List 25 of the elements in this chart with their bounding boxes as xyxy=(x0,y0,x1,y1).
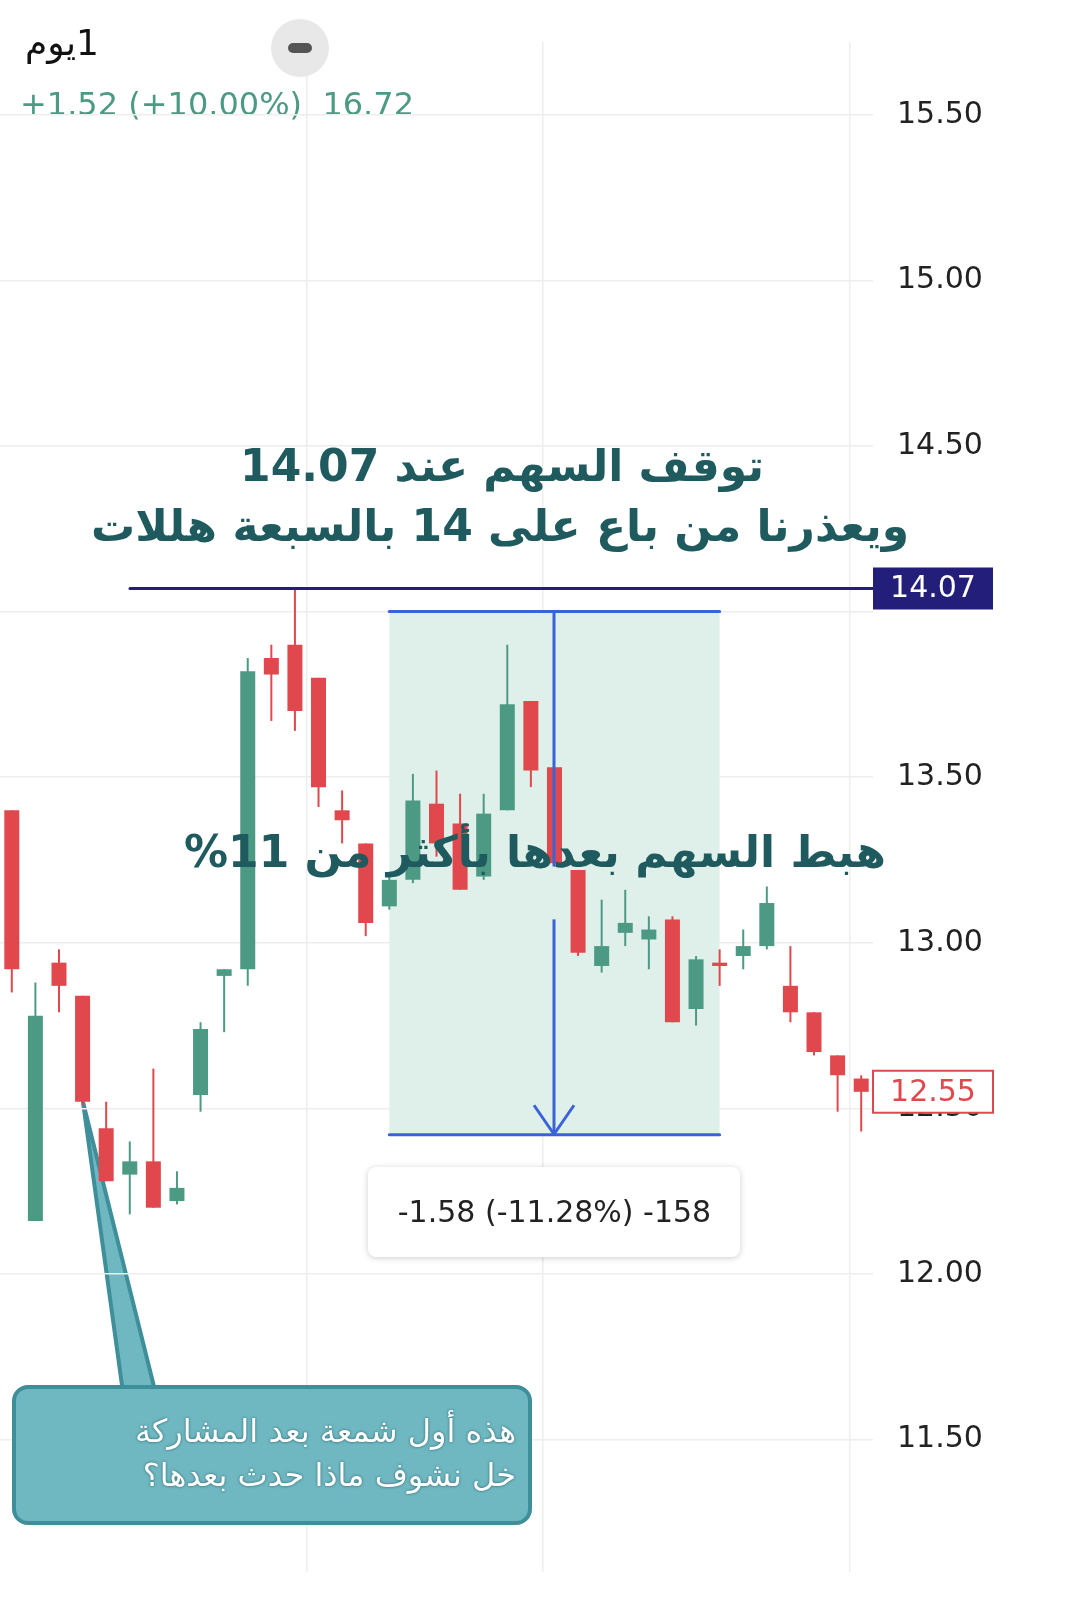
chart-title: 1يوم xyxy=(25,22,99,63)
candlestick xyxy=(712,948,728,987)
y-tick-label: 12.00 xyxy=(897,1253,983,1289)
ref-line-label: 14.07 xyxy=(890,569,976,605)
annotation: ويعذرنا من باع على 14 بالسبعة هللات xyxy=(90,500,910,551)
candlestick xyxy=(122,1140,138,1216)
y-tick-label: 15.00 xyxy=(897,260,983,296)
candlestick xyxy=(853,1074,869,1133)
candlestick xyxy=(263,643,279,722)
annotation: توقف السهم عند 14.07 xyxy=(240,440,764,491)
candlestick xyxy=(830,1054,846,1113)
candlestick xyxy=(51,948,67,1014)
y-tick-label: 11.50 xyxy=(897,1419,983,1455)
candlestick xyxy=(594,898,610,974)
candlestick xyxy=(735,928,751,971)
y-tick-label: 13.00 xyxy=(897,922,983,958)
candlestick xyxy=(169,1170,185,1206)
y-tick-label: 13.50 xyxy=(897,756,983,792)
text: 12.55 xyxy=(890,1072,976,1108)
candlestick xyxy=(216,968,232,1034)
candlestick xyxy=(641,915,657,971)
y-tick-label: 14.50 xyxy=(897,425,983,461)
candlestick xyxy=(617,888,633,948)
band-label: -1.58 (-11.28%) -158 xyxy=(368,1166,741,1257)
y-tick-label: 15.50 xyxy=(897,94,983,130)
